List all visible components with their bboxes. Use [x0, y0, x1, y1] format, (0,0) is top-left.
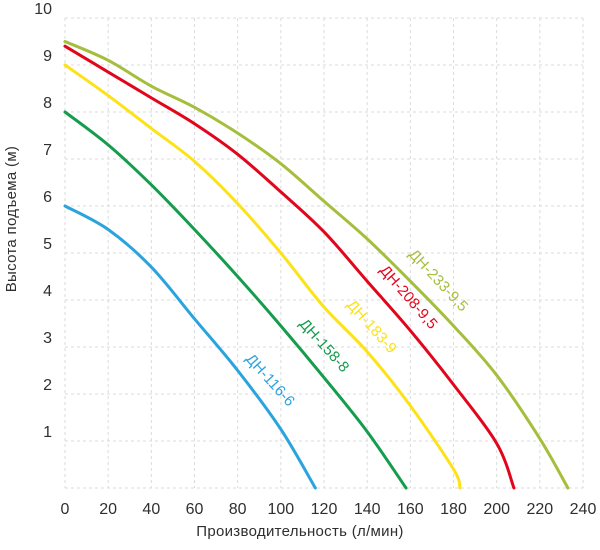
y-tick-label: 4: [43, 283, 52, 300]
grid: [64, 17, 584, 489]
x-tick-label: 240: [570, 501, 597, 518]
x-tick-label: 160: [397, 501, 424, 518]
y-tick-label: 8: [43, 95, 52, 112]
curve-дн-233-9-5: [63, 40, 570, 490]
x-tick-label: 40: [142, 501, 160, 518]
x-tick-label: 80: [229, 501, 247, 518]
y-tick-label: 9: [43, 48, 52, 65]
y-tick-label: 10: [34, 1, 52, 18]
x-tick-label: 180: [440, 501, 467, 518]
y-tick-label: 1: [43, 424, 52, 441]
x-tick-label: 0: [61, 501, 70, 518]
x-axis-title: Производительность (л/мин): [196, 523, 404, 540]
y-tick-label: 3: [43, 330, 52, 347]
y-tick-label: 2: [43, 377, 52, 394]
x-tick-label: 200: [483, 501, 510, 518]
x-tick-label: 20: [99, 501, 117, 518]
y-tick-label: 6: [43, 189, 52, 206]
y-tick-label: 7: [43, 142, 52, 159]
curve-дн-183-9: [63, 63, 462, 490]
x-tick-label: 60: [186, 501, 204, 518]
curve-дн-208-9-5: [63, 44, 516, 490]
x-tick-label: 140: [354, 501, 381, 518]
x-tick-label: 120: [311, 501, 338, 518]
curve-label-2: ДН-183-9: [343, 297, 400, 357]
curve-дн-158-8: [63, 110, 408, 490]
x-tick-label: 220: [526, 501, 553, 518]
curve-label-0: ДН-116-6: [242, 351, 298, 411]
curve-дн-116-6: [63, 204, 317, 490]
x-tick-label: 100: [267, 501, 294, 518]
y-tick-label: 5: [43, 236, 52, 253]
